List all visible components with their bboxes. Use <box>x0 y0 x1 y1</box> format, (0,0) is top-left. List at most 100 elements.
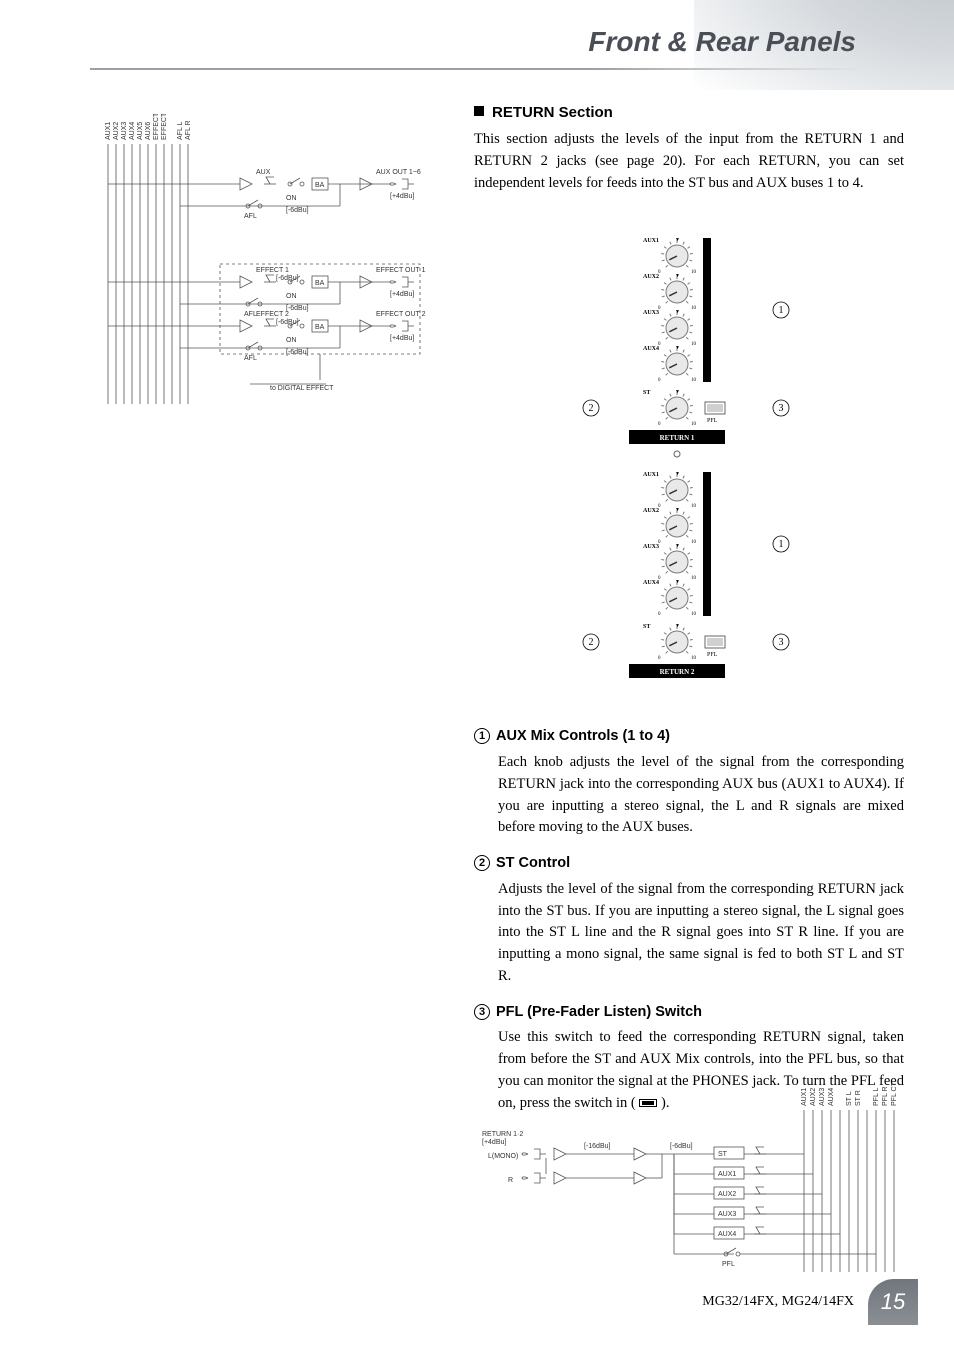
svg-text:EFFECT 2: EFFECT 2 <box>256 311 289 318</box>
callout-2: 2 ST Control Adjusts the level of the sign… <box>474 853 904 988</box>
callout-heading: 1 AUX Mix Controls (1 to 4) <box>474 726 904 748</box>
svg-text:ST: ST <box>643 624 650 630</box>
svg-text:PFL: PFL <box>707 652 718 658</box>
svg-text:ST L: ST L <box>846 1091 853 1106</box>
callout-number-icon: 2 <box>474 855 490 871</box>
callout-body: Adjusts the level of the signal from the… <box>498 879 904 988</box>
square-bullet-icon <box>474 106 484 116</box>
svg-text:1: 1 <box>779 539 784 550</box>
svg-text:0: 0 <box>658 656 661 661</box>
svg-text:10: 10 <box>691 306 697 311</box>
svg-text:ST R: ST R <box>855 1090 862 1106</box>
svg-text:ST: ST <box>718 1151 728 1158</box>
svg-text:RETURN 1: RETURN 1 <box>660 434 695 442</box>
svg-text:AUX5: AUX5 <box>137 122 144 140</box>
svg-text:[-6dBu]: [-6dBu] <box>286 305 309 312</box>
svg-text:[+4dBu]: [+4dBu] <box>390 335 414 342</box>
svg-text:▼: ▼ <box>675 544 680 549</box>
svg-text:PFL: PFL <box>707 418 718 424</box>
svg-text:AFL R: AFL R <box>185 120 192 140</box>
svg-text:L(MONO): L(MONO) <box>488 1153 518 1160</box>
svg-text:EFFECT 1: EFFECT 1 <box>256 267 289 274</box>
svg-text:EFFECT 2: EFFECT 2 <box>161 114 168 140</box>
section-heading: RETURN Section <box>474 104 904 121</box>
callout-number-icon: 3 <box>474 1004 490 1020</box>
svg-text:[-6dBu]: [-6dBu] <box>670 1143 693 1150</box>
svg-text:[-16dBu]: [-16dBu] <box>584 1143 611 1150</box>
svg-text:AFL: AFL <box>244 355 257 362</box>
callouts: 1 AUX Mix Controls (1 to 4) Each knob adju… <box>474 726 904 1114</box>
section-heading-text: RETURN Section <box>492 104 613 121</box>
svg-text:3: 3 <box>779 403 784 414</box>
svg-text:10: 10 <box>691 378 697 383</box>
svg-text:PFL: PFL <box>722 1261 735 1268</box>
svg-text:AUX3: AUX3 <box>121 122 128 140</box>
svg-text:EFFECT OUT 1: EFFECT OUT 1 <box>376 267 426 274</box>
svg-text:PFL L: PFL L <box>873 1087 880 1106</box>
svg-text:[+4dBu]: [+4dBu] <box>390 193 414 200</box>
svg-text:BA: BA <box>315 280 325 287</box>
svg-text:AUX4: AUX4 <box>129 122 136 140</box>
svg-text:10: 10 <box>691 540 697 545</box>
callout-body: Each knob adjusts the level of the signa… <box>498 752 904 839</box>
footer-model-text: MG32/14FX, MG24/14FX <box>702 1294 854 1310</box>
svg-text:R: R <box>508 1177 513 1184</box>
svg-text:RETURN 1·2: RETURN 1·2 <box>482 1131 523 1138</box>
svg-text:AFL L: AFL L <box>177 121 184 140</box>
svg-text:AUX OUT 1~6: AUX OUT 1~6 <box>376 169 421 176</box>
svg-text:AUX3: AUX3 <box>643 310 659 316</box>
svg-text:▼: ▼ <box>675 580 680 585</box>
svg-text:1: 1 <box>779 305 784 316</box>
svg-text:AUX3: AUX3 <box>718 1211 736 1218</box>
svg-text:EFFECT OUT 2: EFFECT OUT 2 <box>376 311 426 318</box>
svg-text:RETURN 2: RETURN 2 <box>660 668 695 676</box>
callout-1: 1 AUX Mix Controls (1 to 4) Each knob adju… <box>474 726 904 839</box>
return-panel-figure: AUX1010▼AUX2010▼AUX3010▼AUX4010▼1ST010▼2… <box>529 216 849 696</box>
return-section: RETURN Section This section adjusts the … <box>474 104 904 1128</box>
svg-text:0: 0 <box>658 422 661 427</box>
svg-text:▼: ▼ <box>675 624 680 629</box>
svg-text:AUX2: AUX2 <box>718 1191 736 1198</box>
svg-text:10: 10 <box>691 656 697 661</box>
svg-text:10: 10 <box>691 342 697 347</box>
svg-text:AUX2: AUX2 <box>643 274 659 280</box>
svg-text:▼: ▼ <box>675 346 680 351</box>
callout-title: PFL (Pre-Fader Listen) Switch <box>496 1004 702 1020</box>
svg-text:AUX1: AUX1 <box>105 122 112 140</box>
return-routing-schematic: AUX1 AUX2 AUX3 AUX4 ST LST R PFL L PFL R PFL CT… <box>474 1082 904 1282</box>
svg-text:▼: ▼ <box>675 238 680 243</box>
svg-text:ON: ON <box>286 337 297 344</box>
callout-title: AUX Mix Controls (1 to 4) <box>496 728 670 744</box>
svg-text:[-6dBu]: [-6dBu] <box>286 207 309 214</box>
callout-heading: 3 PFL (Pre-Fader Listen) Switch <box>474 1002 904 1024</box>
svg-text:AUX: AUX <box>256 169 271 176</box>
svg-text:▼: ▼ <box>675 310 680 315</box>
svg-text:AUX4: AUX4 <box>718 1231 736 1238</box>
svg-text:0: 0 <box>658 378 661 383</box>
svg-text:ON: ON <box>286 293 297 300</box>
page-footer: MG32/14FX, MG24/14FX 15 <box>702 1279 918 1325</box>
aux-effect-schematic: AUX1AUX2AUX3AUX4AUX5AUX6EFFECT 1EFFECT 2… <box>90 114 430 414</box>
svg-text:AUX2: AUX2 <box>643 508 659 514</box>
svg-text:to DIGITAL EFFECT: to DIGITAL EFFECT <box>270 385 334 392</box>
svg-text:ST: ST <box>643 390 650 396</box>
svg-text:▼: ▼ <box>675 508 680 513</box>
svg-text:AUX4: AUX4 <box>643 346 659 352</box>
svg-text:▼: ▼ <box>675 274 680 279</box>
callout-heading: 2 ST Control <box>474 853 904 875</box>
svg-text:AUX1: AUX1 <box>801 1088 808 1106</box>
svg-text:10: 10 <box>691 270 697 275</box>
svg-text:2: 2 <box>589 637 594 648</box>
svg-text:10: 10 <box>691 612 697 617</box>
callout-number-icon: 1 <box>474 728 490 744</box>
callout-title: ST Control <box>496 855 570 871</box>
svg-text:AUX1: AUX1 <box>718 1171 736 1178</box>
svg-text:AUX1: AUX1 <box>643 472 659 478</box>
svg-text:PFL CTRL: PFL CTRL <box>891 1082 898 1106</box>
svg-text:AUX3: AUX3 <box>819 1088 826 1106</box>
page-number-tab: 15 <box>868 1279 918 1325</box>
svg-text:10: 10 <box>691 576 697 581</box>
svg-text:EFFECT 1: EFFECT 1 <box>153 114 160 140</box>
svg-text:AUX3: AUX3 <box>643 544 659 550</box>
svg-text:BA: BA <box>315 324 325 331</box>
